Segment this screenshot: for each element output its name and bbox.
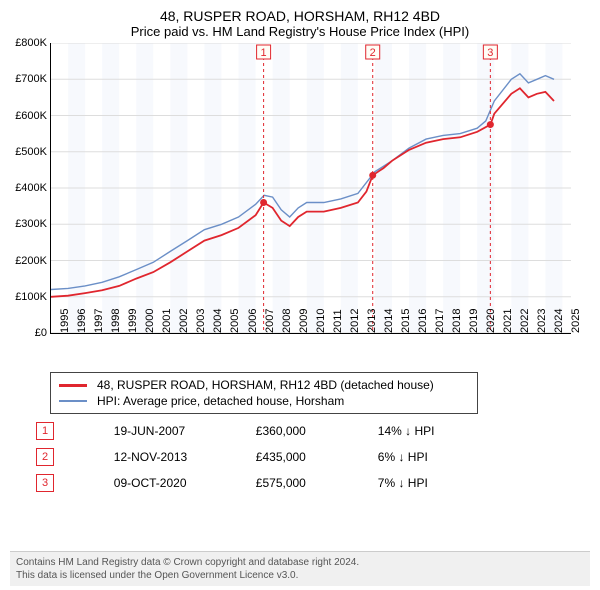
figure-frame: 48, RUSPER ROAD, HORSHAM, RH12 4BD Price… bbox=[0, 0, 600, 590]
y-tick-label: £500K bbox=[15, 146, 51, 158]
y-tick-label: £400K bbox=[15, 182, 51, 194]
x-tick-label: 2019 bbox=[464, 309, 480, 333]
transaction-date: 19-JUN-2007 bbox=[108, 418, 250, 444]
legend-row: HPI: Average price, detached house, Hors… bbox=[59, 393, 469, 409]
x-tick-label: 2011 bbox=[328, 309, 344, 333]
svg-text:2: 2 bbox=[370, 47, 376, 59]
footer-line-2: This data is licensed under the Open Gov… bbox=[16, 569, 584, 582]
x-tick-label: 2024 bbox=[549, 309, 565, 333]
transaction-marker: 3 bbox=[36, 474, 54, 492]
transaction-delta: 7% ↓ HPI bbox=[372, 470, 550, 496]
x-tick-label: 2000 bbox=[140, 309, 156, 333]
x-tick-label: 1997 bbox=[89, 309, 105, 333]
x-tick-label: 2018 bbox=[447, 309, 463, 333]
legend-row: 48, RUSPER ROAD, HORSHAM, RH12 4BD (deta… bbox=[59, 377, 469, 393]
x-tick-label: 2025 bbox=[566, 309, 582, 333]
x-tick-label: 1996 bbox=[72, 309, 88, 333]
line-chart-svg: 1 2 3 bbox=[51, 43, 571, 333]
transaction-marker: 2 bbox=[36, 448, 54, 466]
legend-label: 48, RUSPER ROAD, HORSHAM, RH12 4BD (deta… bbox=[97, 377, 434, 393]
y-tick-label: £300K bbox=[15, 218, 51, 230]
address-title: 48, RUSPER ROAD, HORSHAM, RH12 4BD bbox=[10, 8, 590, 24]
y-tick-label: £800K bbox=[15, 37, 51, 49]
footer-attribution: Contains HM Land Registry data © Crown c… bbox=[10, 551, 590, 586]
transaction-row: 1 19-JUN-2007£360,00014% ↓ HPI bbox=[30, 418, 550, 444]
x-tick-label: 2002 bbox=[174, 309, 190, 333]
transaction-row: 3 09-OCT-2020£575,0007% ↓ HPI bbox=[30, 470, 550, 496]
transaction-delta: 14% ↓ HPI bbox=[372, 418, 550, 444]
legend-box: 48, RUSPER ROAD, HORSHAM, RH12 4BD (deta… bbox=[50, 372, 478, 414]
transaction-price: £360,000 bbox=[250, 418, 372, 444]
legend-swatch bbox=[59, 400, 87, 402]
x-tick-label: 2021 bbox=[498, 309, 514, 333]
plot-region: 123 £0£100K£200K£300K£400K£500K£600K£700… bbox=[50, 43, 571, 334]
transaction-price: £435,000 bbox=[250, 444, 372, 470]
x-tick-label: 2022 bbox=[515, 309, 531, 333]
transaction-date: 09-OCT-2020 bbox=[108, 470, 250, 496]
legend-swatch bbox=[59, 384, 87, 387]
event-point bbox=[260, 199, 267, 206]
x-tick-label: 2017 bbox=[430, 309, 446, 333]
transaction-date: 12-NOV-2013 bbox=[108, 444, 250, 470]
svg-text:1: 1 bbox=[261, 47, 267, 59]
x-tick-label: 2004 bbox=[208, 309, 224, 333]
chart-area: 123 £0£100K£200K£300K£400K£500K£600K£700… bbox=[10, 43, 590, 334]
footer-line-1: Contains HM Land Registry data © Crown c… bbox=[16, 556, 584, 569]
x-tick-label: 2023 bbox=[532, 309, 548, 333]
transaction-delta: 6% ↓ HPI bbox=[372, 444, 550, 470]
y-tick-label: £700K bbox=[15, 73, 51, 85]
x-tick-label: 2016 bbox=[413, 309, 429, 333]
x-tick-label: 2015 bbox=[396, 309, 412, 333]
x-tick-label: 1999 bbox=[123, 309, 139, 333]
y-tick-label: £100K bbox=[15, 291, 51, 303]
x-tick-label: 2007 bbox=[260, 309, 276, 333]
event-point bbox=[369, 172, 376, 179]
svg-text:3: 3 bbox=[487, 47, 493, 59]
x-tick-label: 2013 bbox=[362, 309, 378, 333]
x-tick-label: 2012 bbox=[345, 309, 361, 333]
event-point bbox=[487, 121, 494, 128]
x-tick-label: 2009 bbox=[294, 309, 310, 333]
legend-label: HPI: Average price, detached house, Hors… bbox=[97, 393, 344, 409]
x-tick-label: 2006 bbox=[243, 309, 259, 333]
x-tick-label: 2008 bbox=[277, 309, 293, 333]
transaction-marker: 1 bbox=[36, 422, 54, 440]
x-tick-label: 2010 bbox=[311, 309, 327, 333]
x-tick-label: 2001 bbox=[157, 309, 173, 333]
x-tick-label: 1998 bbox=[106, 309, 122, 333]
transaction-row: 2 12-NOV-2013£435,0006% ↓ HPI bbox=[30, 444, 550, 470]
x-tick-label: 1995 bbox=[55, 309, 71, 333]
chart-subtitle: Price paid vs. HM Land Registry's House … bbox=[10, 24, 590, 39]
x-tick-label: 2005 bbox=[225, 309, 241, 333]
y-tick-label: £600K bbox=[15, 110, 51, 122]
transactions-table: 1 19-JUN-2007£360,00014% ↓ HPI 2 12-NOV-201… bbox=[30, 418, 550, 496]
x-tick-label: 2020 bbox=[481, 309, 497, 333]
y-tick-label: £0 bbox=[35, 327, 51, 339]
x-tick-label: 2003 bbox=[191, 309, 207, 333]
x-tick-label: 2014 bbox=[379, 309, 395, 333]
transaction-price: £575,000 bbox=[250, 470, 372, 496]
y-tick-label: £200K bbox=[15, 255, 51, 267]
